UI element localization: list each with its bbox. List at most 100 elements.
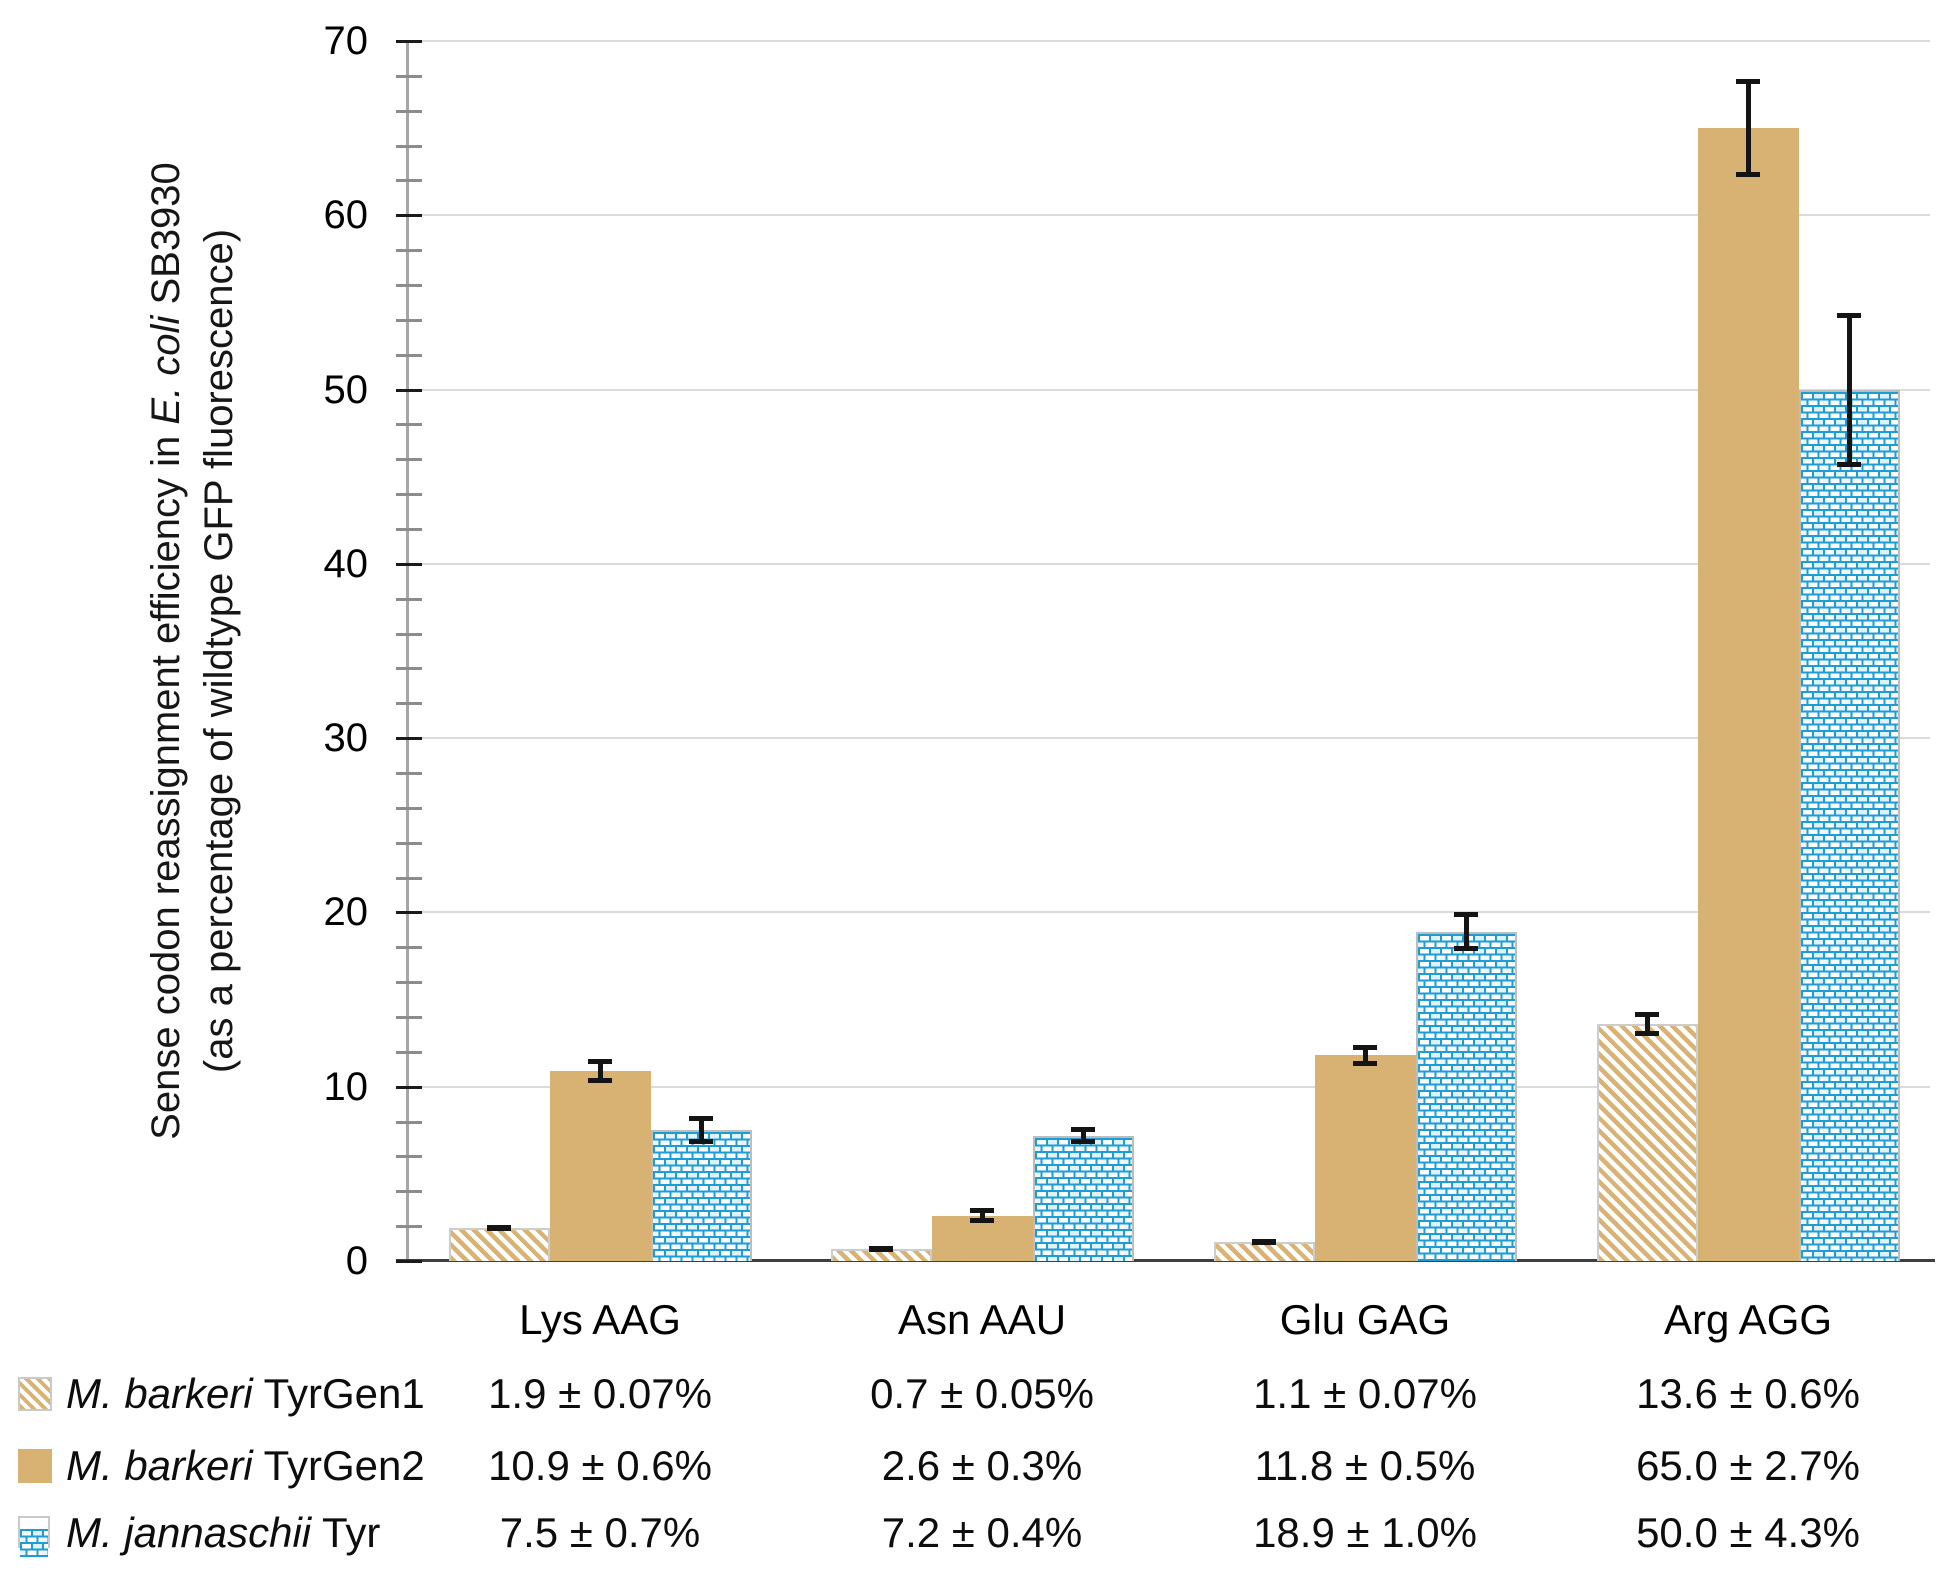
y-minor-tick bbox=[396, 249, 422, 253]
y-major-tick bbox=[396, 562, 422, 566]
error-bar-cap bbox=[1353, 1061, 1377, 1067]
x-axis-label: Asn AAU bbox=[897, 1296, 1067, 1343]
gridline bbox=[408, 214, 1930, 217]
y-tick-label: 20 bbox=[323, 890, 369, 935]
gridline bbox=[408, 562, 1930, 565]
y-minor-tick bbox=[396, 632, 422, 636]
y-major-tick bbox=[396, 737, 422, 741]
y-minor-tick bbox=[396, 981, 422, 985]
y-minor-tick bbox=[396, 1050, 422, 1054]
error-bar-line bbox=[1846, 314, 1852, 465]
error-bar-cap bbox=[1635, 1011, 1659, 1017]
error-bar-line bbox=[1745, 81, 1751, 176]
y-axis-title-line1: Sense codon reassignment efficiency in E… bbox=[140, 31, 193, 1271]
plot-area bbox=[408, 40, 1930, 1261]
error-bar-line bbox=[979, 1210, 985, 1221]
x-axis-label: Glu GAG bbox=[1279, 1296, 1451, 1343]
value-cell: 0.7 ± 0.05% bbox=[870, 1370, 1094, 1417]
y-major-tick bbox=[396, 388, 422, 392]
y-minor-tick bbox=[396, 876, 422, 880]
error-bar-cap bbox=[1635, 1031, 1659, 1037]
error-bar-line bbox=[1463, 914, 1469, 949]
bar-diagonal-stripes bbox=[448, 1228, 550, 1261]
legend-series-name: M. barkeri TyrGen1 bbox=[66, 1369, 486, 1419]
value-cell: 7.2 ± 0.4% bbox=[881, 1509, 1083, 1556]
y-major-tick bbox=[396, 911, 422, 915]
y-minor-tick bbox=[396, 528, 422, 531]
y-tick-label: 30 bbox=[323, 716, 369, 761]
y-minor-tick bbox=[396, 423, 422, 427]
y-minor-tick bbox=[396, 179, 422, 183]
error-bar-cap bbox=[588, 1058, 612, 1064]
y-minor-tick bbox=[396, 144, 422, 148]
value-cell: 1.9 ± 0.07% bbox=[488, 1370, 712, 1417]
y-major-tick bbox=[396, 40, 422, 43]
x-axis-label: Arg AGG bbox=[1663, 1296, 1833, 1343]
y-axis-title: Sense codon reassignment efficiency in E… bbox=[140, 31, 246, 1271]
bar-brick bbox=[1415, 932, 1517, 1261]
y-minor-tick bbox=[396, 458, 422, 462]
bar-diagonal-stripes bbox=[1596, 1024, 1698, 1261]
value-cell: 10.9 ± 0.6% bbox=[488, 1442, 712, 1489]
x-axis-label: Lys AAG bbox=[519, 1296, 681, 1343]
error-bar-cap bbox=[869, 1246, 893, 1252]
legend-row: M. barkeri TyrGen1 1.9 ± 0.07% 0.7 ± 0.0… bbox=[0, 1369, 1950, 1419]
legend-series-name-rest: TyrGen1 bbox=[252, 1370, 425, 1417]
y-minor-tick bbox=[396, 1190, 422, 1194]
y-minor-tick bbox=[396, 702, 422, 706]
y-major-tick bbox=[396, 1260, 422, 1263]
error-bar-cap bbox=[1454, 912, 1478, 918]
y-minor-tick bbox=[396, 772, 422, 775]
legend-series-name-italic: M. jannaschii bbox=[66, 1509, 312, 1556]
gridline bbox=[408, 737, 1930, 740]
error-bar-cap bbox=[1071, 1139, 1095, 1145]
gridline bbox=[408, 1085, 1930, 1088]
y-minor-tick bbox=[396, 597, 422, 601]
y-tick-label: 0 bbox=[345, 1239, 368, 1283]
error-bar-line bbox=[1644, 1013, 1650, 1035]
y-minor-tick bbox=[396, 806, 422, 810]
y-minor-tick bbox=[396, 74, 422, 78]
value-cell: 11.8 ± 0.5% bbox=[1254, 1442, 1476, 1489]
y-tick-label: 60 bbox=[323, 193, 369, 238]
error-bar-cap bbox=[1454, 946, 1478, 952]
y-tick-label: 50 bbox=[323, 367, 369, 412]
error-bar-cap bbox=[487, 1226, 511, 1232]
y-minor-tick bbox=[396, 284, 422, 287]
y-minor-tick bbox=[396, 318, 422, 322]
error-bar-cap bbox=[1252, 1240, 1276, 1246]
y-minor-tick bbox=[396, 353, 422, 357]
bar-solid bbox=[549, 1071, 651, 1261]
bar-solid bbox=[1314, 1055, 1416, 1261]
y-minor-tick bbox=[396, 667, 422, 671]
y-minor-tick bbox=[396, 1155, 422, 1159]
value-cell: 13.6 ± 0.6% bbox=[1636, 1370, 1860, 1417]
legend-series-name-italic: M. barkeri bbox=[66, 1442, 253, 1489]
y-major-tick bbox=[396, 1085, 422, 1089]
error-bar-cap bbox=[1353, 1044, 1377, 1050]
y-minor-tick bbox=[396, 841, 422, 845]
y-axis-title-segment: SB3930 bbox=[144, 162, 188, 316]
bar-brick bbox=[1798, 390, 1900, 1261]
value-cell: 2.6 ± 0.3% bbox=[881, 1442, 1083, 1489]
y-minor-tick bbox=[396, 493, 422, 497]
x-axis-baseline bbox=[396, 1259, 1935, 1262]
y-tick-label: 40 bbox=[323, 541, 369, 586]
y-axis-title-segment: E. coli bbox=[144, 315, 188, 425]
bar-solid bbox=[1697, 128, 1799, 1261]
error-bar-cap bbox=[1837, 312, 1861, 318]
legend-series-name: M. barkeri TyrGen2 bbox=[66, 1441, 486, 1491]
error-bar-cap bbox=[970, 1208, 994, 1214]
gridline bbox=[408, 388, 1930, 391]
y-major-tick bbox=[396, 214, 422, 218]
y-minor-tick bbox=[396, 1225, 422, 1229]
error-bar-cap bbox=[1837, 461, 1861, 467]
y-minor-tick bbox=[396, 946, 422, 950]
error-bar-cap bbox=[1071, 1126, 1095, 1132]
bar-solid bbox=[931, 1216, 1033, 1261]
value-cell: 50.0 ± 4.3% bbox=[1636, 1509, 1860, 1556]
legend-series-name-italic: M. barkeri bbox=[66, 1370, 253, 1417]
error-bar-line bbox=[597, 1060, 603, 1082]
legend-series-name-rest: TyrGen2 bbox=[252, 1442, 425, 1489]
